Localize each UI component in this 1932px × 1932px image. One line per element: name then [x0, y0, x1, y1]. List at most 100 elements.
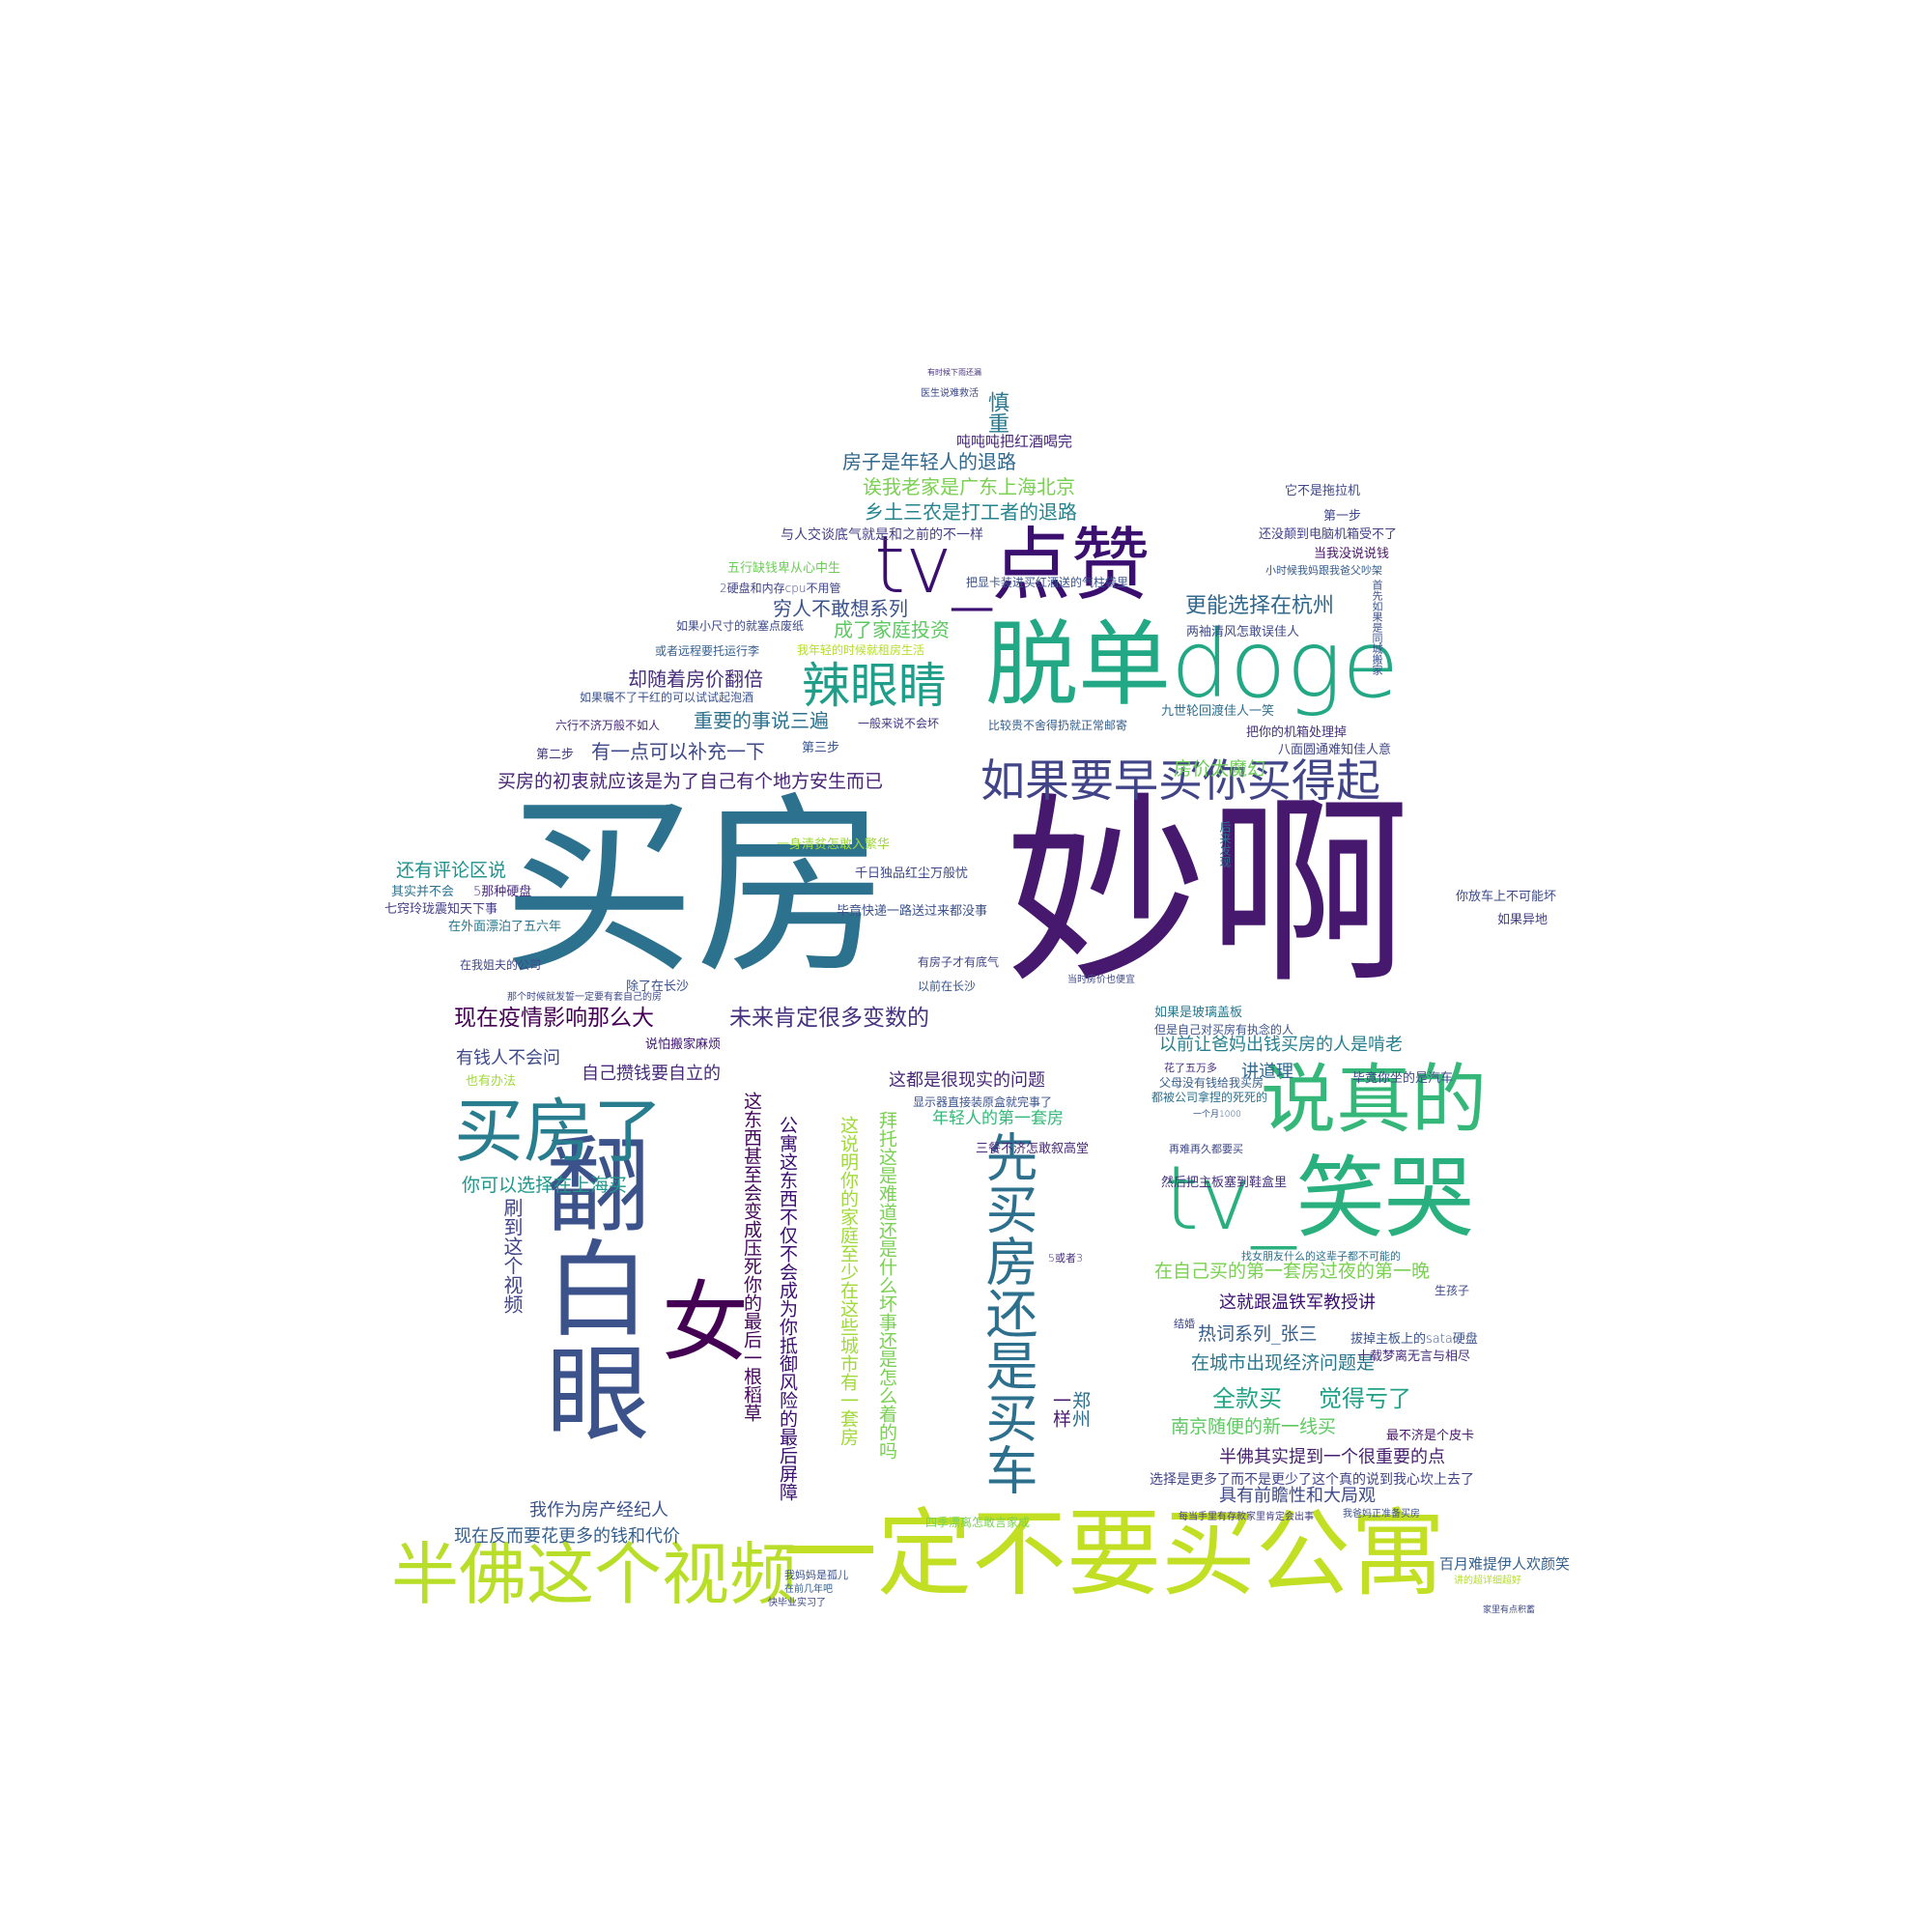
word: 热词系列_张三	[1198, 1323, 1318, 1345]
word: 如果是玻璃盖板	[1154, 1006, 1243, 1020]
word: 拜托这是难道还是什么坏事还是怎么着的吗	[876, 1111, 897, 1460]
word: 一般来说不会坏	[858, 717, 940, 730]
word: 十载梦离无言与相尽	[1357, 1350, 1471, 1364]
word: 讲的超详细超好	[1454, 1576, 1521, 1586]
word: 买房了	[454, 1091, 664, 1172]
word: 生孩子	[1435, 1284, 1470, 1297]
word: 在外面漂泊了五六年	[448, 920, 562, 934]
word: 结婚	[1174, 1318, 1195, 1330]
word: 这东西甚至会变成压死你的最后一根稻草	[741, 1092, 762, 1422]
word: 诶我老家是广东上海北京	[863, 475, 1075, 498]
word: 辣眼睛	[802, 658, 947, 714]
word: 说真的	[1261, 1057, 1488, 1144]
word: 慎重	[984, 391, 1009, 434]
word: 房子是年轻人的退路	[842, 450, 1016, 473]
word: 在我姐夫的公司	[460, 958, 542, 972]
word: 乡土三农是打工者的退路	[865, 500, 1077, 524]
word: 我爸妈正准备买房	[1343, 1509, 1420, 1520]
word: 具有前瞻性和大局观	[1219, 1486, 1376, 1506]
word: 买房的初衷就应该是为了自己有个地方安生而已	[497, 771, 884, 792]
word: 以前让爸妈出钱买房的人是啃老	[1159, 1035, 1403, 1055]
word: 翻白眼	[528, 1130, 649, 1443]
word: 花了五万多	[1164, 1062, 1217, 1074]
word: 郑州	[1069, 1391, 1091, 1428]
word: 女	[662, 1272, 749, 1374]
word: 九世轮回渡佳人一笑	[1161, 704, 1275, 719]
word: 现在反而要花更多的钱和代价	[454, 1526, 680, 1547]
word: 有时候下雨还漏	[927, 368, 981, 377]
word: 除了在长沙	[626, 980, 690, 994]
word: 再难再久都要买	[1169, 1143, 1243, 1155]
word: 却随着房价翻倍	[628, 668, 763, 691]
word: 南京随便的新一线买	[1171, 1416, 1337, 1437]
word: 你放车上不可能坏	[1456, 890, 1557, 904]
word: 房价太魔幻	[1174, 758, 1266, 780]
word: 它不是拖拉机	[1285, 484, 1361, 498]
word: 第二步	[536, 748, 575, 762]
word: 那个时候就发誓一定要有套自己的房	[507, 992, 662, 1003]
word: 快毕业实习了	[768, 1598, 826, 1608]
word: 然后把主板塞到鞋盒里	[1161, 1176, 1288, 1190]
word: 自己攒钱要自立的	[582, 1064, 721, 1084]
word: 先买房还是买车	[977, 1130, 1037, 1495]
word: 如果要早买你买得起	[980, 754, 1380, 807]
word: 其实并不会	[391, 885, 455, 899]
word: 医生说难救活	[921, 388, 979, 399]
word: 毕竟你坐的是汽车	[1352, 1071, 1454, 1086]
word: 还没颠到电脑机箱受不了	[1259, 527, 1398, 542]
word: 如果小尺寸的就塞点废纸	[676, 619, 805, 633]
word: 最不济是个皮卡	[1386, 1429, 1475, 1443]
word: 五行缺钱卑从心中生	[727, 561, 841, 576]
word: 当时房价也便宜	[1067, 975, 1135, 985]
word: 选择是更多了而不是更少了这个真的说到我心坎上去了	[1150, 1472, 1474, 1488]
word: 把你的机箱处理掉	[1246, 725, 1348, 740]
word: 未来肯定很多变数的	[729, 1006, 929, 1031]
word: 但是自己对买房有执念的人	[1154, 1023, 1294, 1037]
word: 找女朋友什么的这辈子都不可能的	[1241, 1250, 1401, 1263]
word: 还有评论区说	[396, 860, 507, 881]
word: 比较贵不舍得扔就正常邮寄	[988, 719, 1128, 732]
word: 成了家庭投资	[834, 618, 950, 641]
word: 也有办法	[466, 1074, 517, 1089]
word: 三餐不济怎敢叙高堂	[976, 1142, 1090, 1156]
word: 年轻人的第一套房	[932, 1109, 1064, 1128]
word: 5那种硬盘	[473, 885, 532, 899]
word: 全款买	[1212, 1385, 1282, 1412]
word: 在前几年吧	[784, 1584, 833, 1595]
word: 一定不要买公寓	[782, 1499, 1446, 1609]
word: 父母没有钱给我买房	[1159, 1076, 1264, 1090]
word: 千日独品红尘万般忧	[855, 867, 969, 881]
word: 更能选择在杭州	[1185, 594, 1335, 618]
word: 在自己买的第一套房过夜的第一晚	[1154, 1261, 1431, 1282]
word: 我作为房产经纪人	[529, 1500, 668, 1520]
word: 说怕搬家麻烦	[645, 1037, 722, 1052]
word: 家里有点积蓄	[1483, 1605, 1536, 1615]
word: 脱单doge	[985, 611, 1400, 719]
word: 买房	[502, 776, 890, 1001]
word: 与人交谈底气就是和之前的不一样	[781, 527, 983, 543]
word: 5或者3	[1048, 1252, 1083, 1264]
word: 如果异地	[1497, 913, 1548, 927]
word: 妙啊	[1005, 775, 1411, 1011]
word: 小时候我妈跟我爸父吵架	[1265, 564, 1382, 577]
word: 四季漂离怎敢言家成	[925, 1516, 1031, 1529]
word: 第一步	[1323, 509, 1362, 524]
word: 有一点可以补充一下	[591, 740, 765, 763]
word: 一样	[1050, 1391, 1071, 1428]
word: 有房子才有底气	[918, 955, 1000, 969]
word: 八面圆通难知佳人意	[1278, 743, 1392, 757]
word: 重要的事说三遍	[694, 709, 829, 732]
word: 现在疫情影响那么大	[454, 1006, 654, 1031]
word: 毕竟快递一路送过来都没事	[837, 904, 988, 919]
word: 一身清贫怎敢入繁华	[777, 838, 891, 852]
word: 你可以选择在上海买	[462, 1175, 628, 1196]
word: 半佛这个视频	[391, 1535, 797, 1614]
word: 拔掉主板上的sata硬盘	[1350, 1332, 1478, 1347]
word: 首先如果是同城搬家	[1371, 580, 1383, 675]
word: 都被公司拿捏的死死的	[1151, 1091, 1268, 1104]
word: tv_笑哭	[1164, 1147, 1474, 1250]
word: tv_点赞	[874, 520, 1151, 611]
word: 六行不济万般不如人	[555, 719, 661, 732]
word: 每当手里有存款家里肯定会出事	[1179, 1512, 1314, 1522]
